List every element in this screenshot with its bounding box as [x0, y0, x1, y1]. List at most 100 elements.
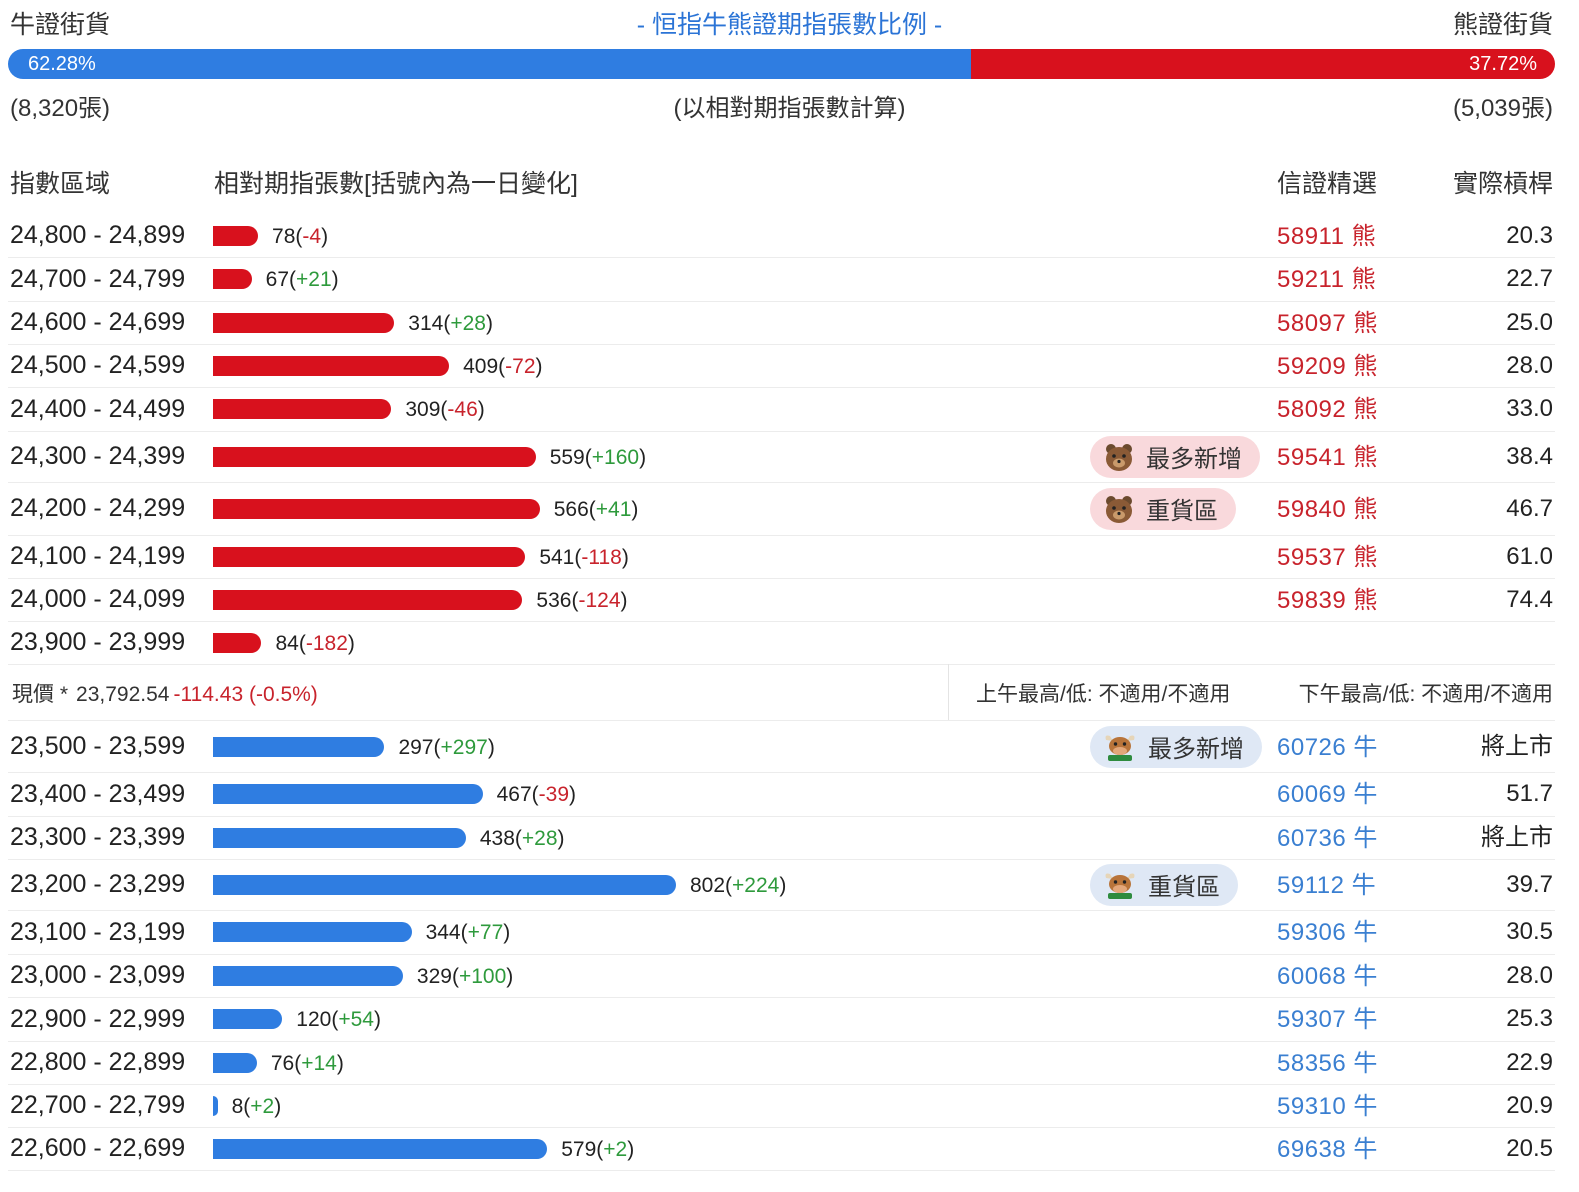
count-label: 67(+21)	[266, 257, 339, 303]
recommended-warrant-link[interactable]: 59306 牛	[1277, 919, 1378, 946]
paren-close: )	[503, 921, 511, 944]
daily-change: +2	[250, 1095, 275, 1118]
paren-open: (	[433, 736, 441, 759]
recommended-warrant-link[interactable]: 59541 熊	[1277, 444, 1378, 471]
recommended-warrant-link[interactable]: 60726 牛	[1277, 734, 1378, 761]
paren-open: (	[298, 632, 306, 655]
bear-icon	[1106, 495, 1132, 523]
recommended-warrant-link[interactable]: 58092 熊	[1277, 396, 1378, 423]
recommended-warrant-link[interactable]: 59310 牛	[1277, 1093, 1378, 1120]
index-range: 24,800 - 24,899	[10, 221, 186, 249]
count-label: 409(-72)	[463, 344, 542, 389]
count-value: 344	[425, 921, 461, 944]
bear-range-row: 24,500 - 24,599 409(-72) 59209 熊 28.0	[8, 344, 1555, 388]
index-range: 24,400 - 24,499	[10, 395, 186, 423]
bull-count-bar	[213, 827, 466, 848]
effective-gearing: 30.5	[1506, 918, 1553, 945]
bear-count-bar	[213, 589, 523, 610]
effective-gearing: 20.5	[1506, 1135, 1553, 1162]
recommended-warrant-link[interactable]: 58097 熊	[1277, 310, 1378, 337]
effective-gearing: 61.0	[1506, 543, 1553, 570]
count-label: 76(+14)	[271, 1041, 344, 1086]
afternoon-high-low: 下午最高/低: 不適用/不適用	[1298, 683, 1553, 706]
highlight-tag-label: 最多新增	[1148, 736, 1244, 763]
recommended-warrant-link[interactable]: 59840 熊	[1277, 496, 1378, 523]
index-range: 23,900 - 23,999	[10, 628, 186, 656]
bull-ratio-percent: 62.28%	[28, 53, 96, 75]
bull-range-row: 22,900 - 22,999 120(+54) 59307 牛 25.3	[8, 997, 1555, 1042]
recommended-warrant-link[interactable]: 58911 熊	[1277, 223, 1377, 250]
count-value: 802	[690, 874, 726, 897]
paren-open: (	[289, 268, 297, 291]
recommended-warrant-link[interactable]: 69638 牛	[1277, 1136, 1378, 1163]
daily-change: +54	[338, 1008, 374, 1031]
count-value: 559	[549, 446, 585, 469]
index-range: 22,800 - 22,899	[10, 1048, 186, 1076]
recommended-warrant-link[interactable]: 59839 熊	[1277, 587, 1378, 614]
daily-change: -4	[302, 225, 322, 248]
count-value: 329	[416, 965, 452, 988]
daily-change: +297	[440, 736, 488, 759]
index-range: 24,200 - 24,299	[10, 494, 186, 522]
paren-open: (	[460, 921, 468, 944]
daily-change: -124	[578, 589, 621, 612]
bear-count-bar	[213, 269, 252, 289]
count-value: 467	[496, 783, 532, 806]
daily-change: +2	[603, 1138, 628, 1161]
bull-range-row: 23,400 - 23,499 467(-39) 60069 牛 51.7	[8, 772, 1555, 817]
count-label: 78(-4)	[272, 214, 328, 259]
count-label: 541(-118)	[539, 535, 629, 580]
daily-change: +14	[301, 1052, 337, 1075]
paren-close: )	[569, 783, 576, 806]
bull-street-label: 牛證街貨	[10, 11, 111, 39]
bear-ratio-percent: 37.72%	[1469, 53, 1537, 75]
bull-count-bar	[213, 874, 676, 895]
count-value: 566	[553, 498, 589, 521]
effective-gearing: 51.7	[1506, 780, 1553, 807]
recommended-warrant-link[interactable]: 59112 牛	[1277, 872, 1377, 899]
count-value: 314	[408, 312, 444, 335]
paren-open: (	[584, 446, 592, 469]
recommended-warrant-link[interactable]: 60069 牛	[1277, 781, 1378, 808]
paren-open: (	[331, 1008, 339, 1031]
count-value: 76	[270, 1052, 295, 1075]
recommended-warrant-link[interactable]: 59307 牛	[1277, 1006, 1378, 1033]
highlight-tag-label: 重貨區	[1146, 498, 1218, 525]
index-range: 24,300 - 24,399	[10, 442, 186, 470]
bull-icon	[1105, 873, 1135, 899]
recommended-warrant-link[interactable]: 60736 牛	[1277, 825, 1378, 852]
paren-close: )	[487, 736, 495, 759]
paren-close: )	[639, 446, 647, 469]
current-price-change: -114.43 (-0.5%)	[173, 683, 318, 706]
bear-count-bar	[213, 399, 392, 419]
recommended-warrant-link[interactable]: 59537 熊	[1277, 544, 1378, 571]
bear-count-bar	[213, 225, 259, 246]
recommended-warrant-link[interactable]: 59209 熊	[1277, 353, 1378, 380]
recommended-warrant-link[interactable]: 59211 熊	[1277, 266, 1377, 293]
bull-count-bar	[213, 922, 412, 942]
paren-open: (	[295, 225, 303, 248]
effective-gearing: 將上市	[1481, 824, 1553, 851]
recommended-warrant-link[interactable]: 60068 牛	[1277, 963, 1378, 990]
daily-change: +77	[467, 921, 504, 944]
paren-close: )	[627, 1138, 635, 1161]
recommended-warrant-link[interactable]: 58356 牛	[1277, 1050, 1378, 1077]
bull-range-row: 23,100 - 23,199 344(+77) 59306 牛 30.5	[8, 910, 1555, 955]
count-value: 297	[398, 736, 434, 759]
count-label: 559(+160)	[550, 431, 646, 484]
column-header-gearing: 實際槓桿	[1452, 170, 1553, 198]
daily-change: -118	[581, 546, 622, 569]
bear-icon	[1106, 443, 1132, 471]
index-range: 24,600 - 24,699	[10, 308, 186, 336]
count-label: 314(+28)	[408, 301, 493, 346]
current-price: 現價 * 23,792.54 -114.43 (-0.5%)	[12, 678, 318, 708]
bull-range-row: 22,700 - 22,799 8(+2) 59310 牛 20.9	[8, 1084, 1555, 1128]
divider	[948, 664, 949, 720]
paren-open: (	[571, 589, 579, 612]
index-range: 22,600 - 22,699	[10, 1134, 186, 1162]
highlight-tag: 重貨區	[1090, 487, 1236, 530]
effective-gearing: 22.9	[1506, 1049, 1553, 1076]
current-price-value: 23,792.54	[76, 683, 170, 706]
bull-range-row: 23,300 - 23,399 438(+28) 60736 牛 將上市	[8, 816, 1555, 860]
effective-gearing: 22.7	[1506, 265, 1553, 292]
